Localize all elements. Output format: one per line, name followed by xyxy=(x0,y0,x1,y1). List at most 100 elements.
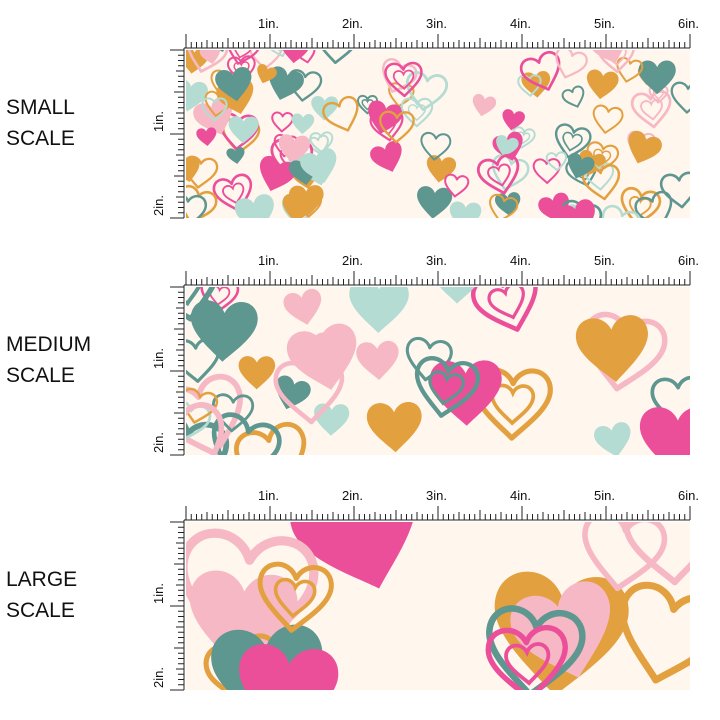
heart xyxy=(618,581,690,684)
heart xyxy=(239,643,339,690)
ruler-label: 6in. xyxy=(678,488,699,503)
heart xyxy=(561,85,585,108)
heart xyxy=(234,421,307,455)
heart xyxy=(200,287,240,314)
heart xyxy=(190,300,258,362)
heart xyxy=(273,577,317,619)
scale-label: SCALE xyxy=(6,127,75,150)
heart xyxy=(532,158,561,184)
ruler-label: 1in. xyxy=(151,111,166,132)
fabric-pattern xyxy=(186,522,690,690)
heart xyxy=(186,337,221,383)
ruler-label: 4in. xyxy=(510,488,531,503)
heart xyxy=(510,581,611,678)
ruler-label: 6in. xyxy=(678,253,699,268)
heart xyxy=(356,340,399,380)
heart xyxy=(417,186,453,218)
ruler-label: 4in. xyxy=(510,16,531,31)
heart xyxy=(309,131,334,154)
heart xyxy=(476,153,520,195)
heart xyxy=(504,642,551,686)
heart xyxy=(471,287,538,332)
heart xyxy=(201,97,228,122)
ruler-label: 2in. xyxy=(151,432,166,453)
heart xyxy=(639,407,690,455)
heart xyxy=(257,561,334,633)
heart xyxy=(187,50,229,73)
heart xyxy=(502,109,525,131)
heart xyxy=(620,186,662,218)
heart xyxy=(659,171,690,209)
heart xyxy=(575,315,648,382)
heart xyxy=(557,199,595,218)
heart xyxy=(545,151,568,172)
ruler-label: 1in. xyxy=(151,348,166,369)
heart xyxy=(228,116,259,144)
heart xyxy=(581,164,621,201)
ruler-label: 2in. xyxy=(342,16,363,31)
heart xyxy=(487,163,511,187)
heart xyxy=(555,50,588,79)
scale-label: MEDIUM xyxy=(6,333,91,356)
heart xyxy=(238,356,276,390)
heart xyxy=(384,61,423,98)
ruler-label: 1in. xyxy=(258,488,279,503)
heart xyxy=(186,79,208,112)
heart xyxy=(487,287,525,320)
heart xyxy=(605,50,627,66)
heart xyxy=(491,154,530,191)
heart xyxy=(628,195,652,218)
ruler-label: 3in. xyxy=(426,253,447,268)
heart xyxy=(638,60,676,95)
ruler-label: 2in. xyxy=(342,488,363,503)
heart xyxy=(281,50,310,64)
heart xyxy=(449,201,482,218)
heart xyxy=(226,55,256,83)
ruler-label: 5in. xyxy=(594,16,615,31)
heart xyxy=(377,116,397,135)
heart xyxy=(322,95,359,132)
heart xyxy=(290,522,417,589)
heart xyxy=(222,182,245,205)
heart xyxy=(594,422,631,455)
heart xyxy=(234,194,274,218)
heart xyxy=(562,131,583,152)
scale-label: LARGE xyxy=(6,568,77,591)
heart xyxy=(616,56,644,83)
heart xyxy=(415,356,480,418)
heart xyxy=(271,111,294,133)
heart xyxy=(583,162,615,191)
heart xyxy=(630,90,672,129)
scale-label: SCALE xyxy=(6,599,75,622)
ruler-label: 1in. xyxy=(258,16,279,31)
heart xyxy=(670,81,690,114)
heart xyxy=(640,98,663,121)
heart xyxy=(287,69,323,102)
heart xyxy=(623,522,690,586)
heart xyxy=(186,528,319,660)
heart xyxy=(485,625,568,690)
heart xyxy=(519,51,561,91)
fabric-pattern xyxy=(186,36,690,218)
heart xyxy=(226,50,261,65)
ruler-label: 1in. xyxy=(151,583,166,604)
heart xyxy=(283,288,322,325)
heart xyxy=(496,135,519,157)
heart xyxy=(634,190,673,218)
heart xyxy=(186,155,219,189)
heart xyxy=(214,36,227,48)
heart xyxy=(211,412,282,455)
ruler-label: 5in. xyxy=(594,253,615,268)
fabric-pattern xyxy=(186,287,690,455)
heart xyxy=(586,141,619,173)
scale-panel: SMALL SCALE 1in. 2in. 3in. 4in. 5in. 6in. 1in. 2i… xyxy=(6,16,699,219)
heart xyxy=(490,383,536,426)
heart xyxy=(554,123,592,159)
heart xyxy=(212,173,253,212)
heart xyxy=(233,61,250,77)
heart xyxy=(291,113,315,135)
heart xyxy=(489,193,519,218)
ruler-label: 5in. xyxy=(594,488,615,503)
heart xyxy=(426,155,457,183)
